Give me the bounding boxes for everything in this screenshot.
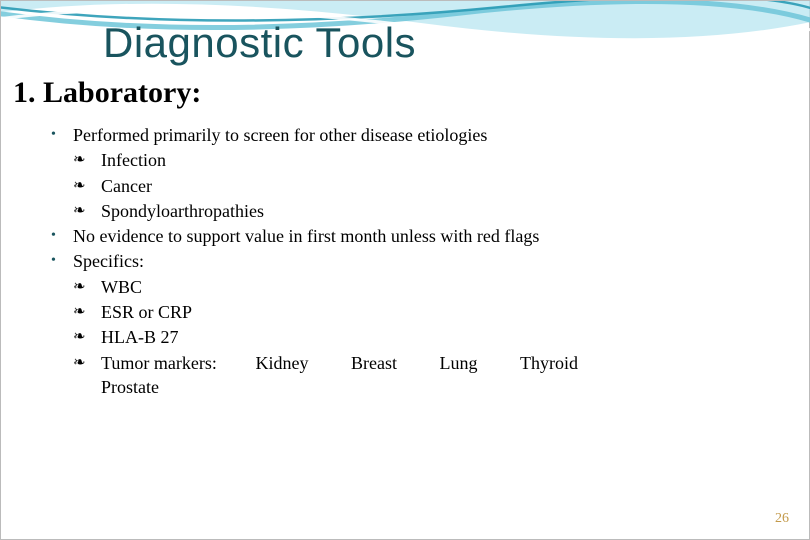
sub-text: Infection <box>101 148 779 172</box>
sub-item: ❧ Cancer <box>73 174 779 198</box>
sub-item: ❧ Infection <box>73 148 779 172</box>
sub-marker-icon: ❧ <box>73 148 101 172</box>
sub-marker-icon: ❧ <box>73 300 101 324</box>
sub-marker-icon: ❧ <box>73 199 101 223</box>
sub-text: Cancer <box>101 174 779 198</box>
sub-item: ❧ ESR or CRP <box>73 300 779 324</box>
slide: Diagnostic Tools 1. Laboratory: • Perfor… <box>0 0 810 540</box>
tumor-item: Thyroid <box>520 351 578 375</box>
tumor-item: Breast <box>351 351 397 375</box>
sub-text: ESR or CRP <box>101 300 779 324</box>
sub-item-tumor: ❧ Tumor markers: Kidney Breast Lung Thyr… <box>73 351 779 400</box>
bullet-text: Specifics: <box>73 249 779 273</box>
bullet-text: No evidence to support value in first mo… <box>73 224 779 248</box>
sub-marker-icon: ❧ <box>73 275 101 299</box>
bullet-item: • No evidence to support value in first … <box>51 224 779 248</box>
tumor-block: Tumor markers: Kidney Breast Lung Thyroi… <box>101 351 779 400</box>
sub-item: ❧ Spondyloarthropathies <box>73 199 779 223</box>
bullet-marker-icon: • <box>51 249 73 273</box>
sub-item: ❧ WBC <box>73 275 779 299</box>
tumor-item: Kidney <box>256 351 309 375</box>
bullet-marker-icon: • <box>51 123 73 147</box>
slide-subtitle: 1. Laboratory: <box>13 76 201 110</box>
tumor-line2: Prostate <box>101 375 779 399</box>
sub-text: Spondyloarthropathies <box>101 199 779 223</box>
bullet-item: • Performed primarily to screen for othe… <box>51 123 779 147</box>
bullet-text: Performed primarily to screen for other … <box>73 123 779 147</box>
page-number: 26 <box>775 511 789 527</box>
tumor-label: Tumor markers: <box>101 351 251 375</box>
bullet-item: • Specifics: <box>51 249 779 273</box>
sub-item: ❧ HLA-B 27 <box>73 325 779 349</box>
tumor-item: Lung <box>439 351 477 375</box>
slide-title: Diagnostic Tools <box>103 19 416 67</box>
content-area: • Performed primarily to screen for othe… <box>51 123 779 399</box>
bullet-marker-icon: • <box>51 224 73 248</box>
sub-marker-icon: ❧ <box>73 351 101 375</box>
sub-marker-icon: ❧ <box>73 174 101 198</box>
sub-marker-icon: ❧ <box>73 325 101 349</box>
sub-text: HLA-B 27 <box>101 325 779 349</box>
sub-text: WBC <box>101 275 779 299</box>
